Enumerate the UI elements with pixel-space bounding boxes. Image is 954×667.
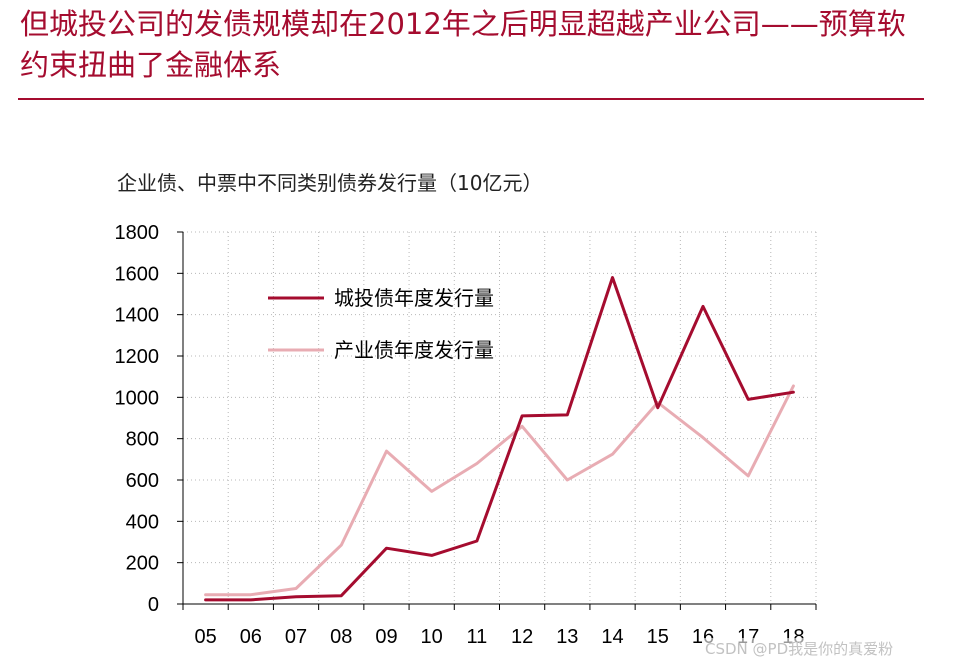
y-tick-labels: 0 200 400 600 800 1000 1200 1400 1600 1800 — [115, 222, 160, 616]
y-tick-label: 1200 — [115, 346, 160, 368]
x-tick-label: 05 — [194, 626, 216, 648]
y-tick-label: 1400 — [115, 305, 160, 327]
x-tick-labels: 05 06 07 08 09 10 11 12 13 14 15 16 17 18 — [194, 626, 804, 648]
x-tick-label: 08 — [330, 626, 352, 648]
series-line-1 — [204, 276, 795, 602]
y-tick-label: 400 — [126, 511, 159, 533]
title-divider — [18, 98, 924, 100]
chart-title: 企业债、中票中不同类别债券发行量（10亿元） — [117, 171, 543, 195]
y-tick-label: 200 — [126, 553, 159, 575]
x-tick-label: 09 — [375, 626, 397, 648]
y-tick-label: 800 — [126, 429, 159, 451]
x-tick-label: 06 — [240, 626, 262, 648]
grid-lines — [183, 231, 817, 604]
y-tick-label: 1800 — [115, 222, 160, 244]
legend-label-1: 城投债年度发行量 — [334, 286, 494, 310]
y-tick-label: 0 — [148, 594, 159, 616]
y-tick-label: 1600 — [115, 263, 160, 285]
x-tick-label: 10 — [421, 626, 443, 648]
x-tick-label: 15 — [647, 626, 669, 648]
x-tick-label: 14 — [601, 626, 623, 648]
x-tick-label: 13 — [556, 626, 578, 648]
x-tick-label: 12 — [511, 626, 533, 648]
slide-title: 但城投公司的发债规模却在2012年之后明显超越产业公司——预算软约束扭曲了金融体… — [20, 7, 906, 82]
series-line-2 — [204, 384, 795, 597]
x-tick-label: 11 — [467, 626, 488, 648]
watermark: CSDN @PD我是你的真爱粉 — [703, 638, 896, 659]
legend-label-2: 产业债年度发行量 — [334, 338, 494, 362]
x-tick-label: 07 — [285, 626, 307, 648]
axes — [177, 231, 817, 610]
y-tick-label: 1000 — [115, 387, 160, 409]
y-tick-label: 600 — [126, 470, 159, 492]
series-lines — [204, 276, 795, 602]
